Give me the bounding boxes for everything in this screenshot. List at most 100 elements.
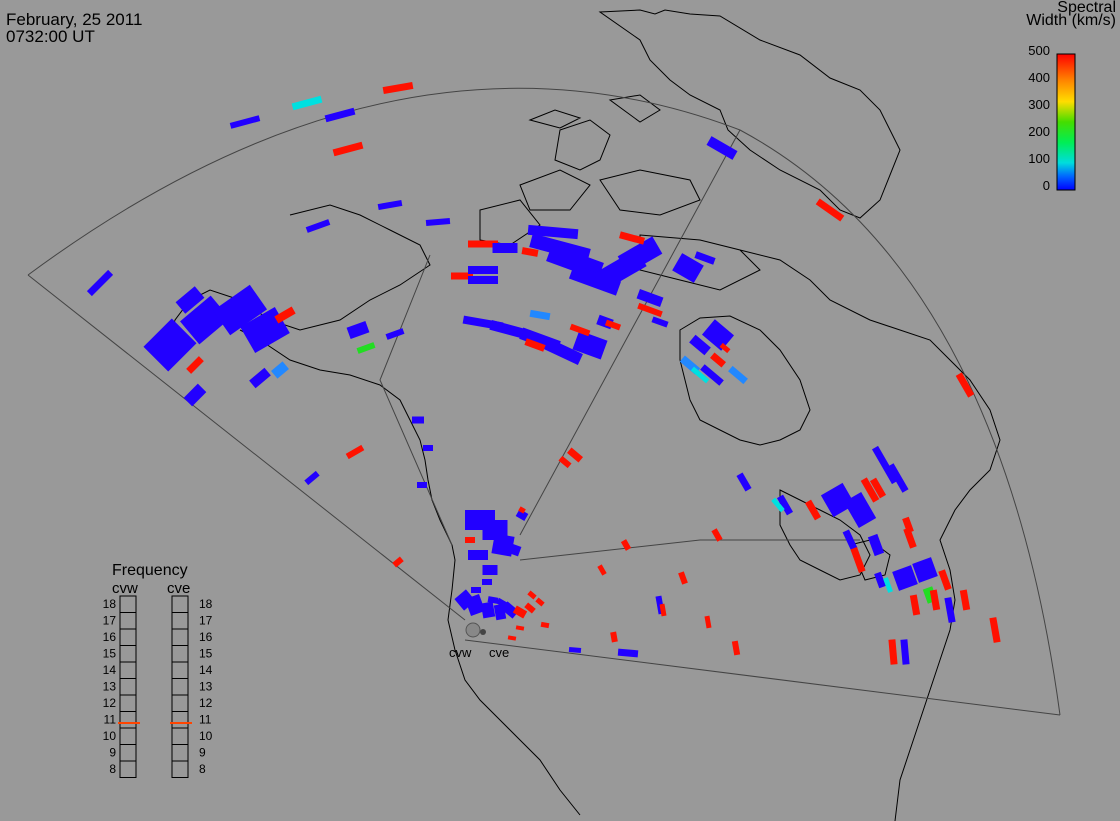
echo-cell [704,615,712,629]
echo-cell [529,309,551,321]
echo-cell [491,533,515,557]
echo-cell [883,577,893,593]
frequency-cell [171,612,189,630]
radar-fov [27,87,1061,716]
frequency-scale-label: 13 [199,680,213,694]
echo-cell [482,565,498,575]
frequency-left-radar: cvw [112,580,138,597]
frequency-scale-label: 14 [103,663,117,677]
echo-cell [860,477,880,503]
frequency-scale-label: 16 [103,630,117,644]
frequency-cell [171,760,189,778]
fov-west-edge [27,274,466,621]
frequency-cell [119,694,137,712]
fov-outer-arc [27,87,1061,716]
echo-cell [423,445,433,451]
echo-cell [938,569,952,591]
echo-cell [706,136,738,160]
echo-cell [776,494,794,516]
frequency-scale-label: 8 [199,762,206,776]
echo-cell [659,603,667,617]
frequency-column-cve: 18 17 16 15 14 13 12 11 10 9 8 [170,595,213,778]
echo-cell [468,550,488,560]
echo-cell [249,367,271,389]
echo-cell [569,323,591,337]
fov-east-edge [464,639,1061,716]
echo-cell [305,219,331,233]
frequency-scale-label: 12 [103,696,117,710]
radar-label-cve: cve [489,645,509,660]
frequency-cell [119,595,137,613]
echo-cell [487,596,499,604]
echo-cell [892,565,918,591]
frequency-cell [119,628,137,646]
echo-cell [887,463,909,493]
echo-cell [392,556,404,568]
echo-cell [636,289,664,307]
frequency-scale-label: 12 [199,696,213,710]
echo-cell [719,342,731,354]
echo-cell [412,416,424,424]
echo-cell [929,589,941,611]
echo-cell [540,621,550,629]
echo-cell [492,243,518,253]
echo-cell [332,141,364,157]
echo-cell [482,579,492,585]
echo-cell [637,302,663,318]
frequency-cell [171,744,189,762]
frequency-cell [119,678,137,696]
echo-cell [912,557,938,583]
coastlines [159,9,1001,821]
echo-cell [385,328,405,340]
colorbar-tick-label: 0 [1043,178,1050,193]
echo-cell [468,276,498,284]
frequency-scale-label: 10 [199,729,213,743]
echo-cell [507,635,517,641]
frequency-scale-label: 16 [199,630,213,644]
echo-cell [212,284,268,336]
colorbar-title-line1: Spectral [1057,0,1116,16]
echo-cell [175,286,205,314]
echo-cell [874,571,886,589]
echo-cell [728,365,748,385]
echo-cell [736,472,752,492]
colorbar-tick-label: 300 [1028,97,1050,112]
echo-cell [597,564,607,576]
frequency-scale-label: 10 [103,729,117,743]
greenland-coast [598,9,901,219]
echo-cell [518,506,526,514]
echo-cell [820,482,856,518]
echo-cell [558,455,572,469]
frequency-scale-label: 18 [199,597,213,611]
echo-cell [382,81,414,95]
radar-label-cvw: cvw [449,645,472,660]
echo-cell [771,497,785,513]
fov-beam-boundary-3 [519,539,860,561]
echo-cell [425,217,451,227]
echo-cell [451,272,473,280]
echo-cell [508,543,522,557]
echo-cell [568,646,582,654]
frequency-scale-label: 15 [199,647,213,661]
echo-cell [183,383,207,407]
echo-cell [617,236,663,274]
echo-cell [271,361,289,379]
great-lakes-coast [779,489,891,581]
labrador-coast [739,249,1001,821]
echo-cell [464,593,486,617]
frequency-cell [171,678,189,696]
echo-cell [909,594,921,616]
echo-cell [524,602,536,614]
echo-cell [959,589,971,611]
echo-cell [356,342,376,354]
echo-cell [610,631,618,643]
echo-cell [903,527,917,549]
echo-cell [501,601,519,619]
frequency-cell [119,711,137,729]
echo-cells [86,81,1001,665]
frequency-cell [171,645,189,663]
frequency-scale-label: 15 [103,647,117,661]
echo-cell [515,509,529,521]
fov-beam-boundary-1 [379,254,453,546]
